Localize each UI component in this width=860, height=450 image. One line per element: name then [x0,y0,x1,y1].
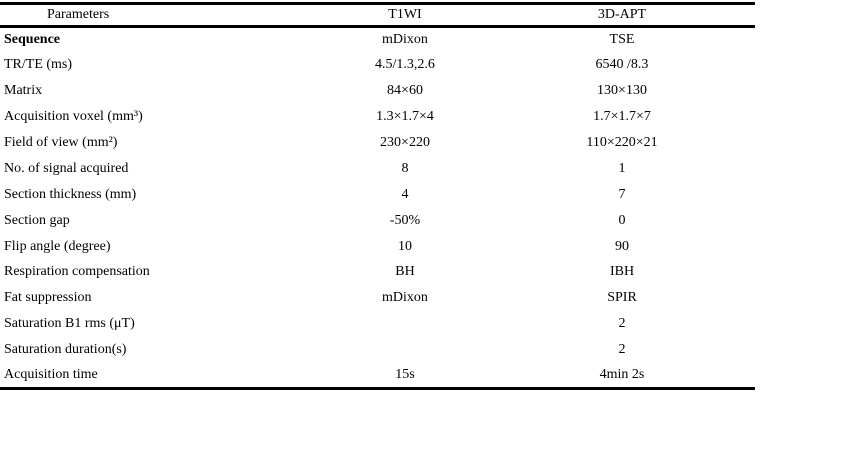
table-row: Acquisition voxel (mm³) 1.3×1.7×4 1.7×1.… [0,104,755,130]
cell-3d-apt-value: 7 [618,186,626,202]
table-row: Fat suppression mDixon SPIR [0,285,755,311]
column-header-t1wi: T1WI [388,7,422,22]
cell-3d-apt-value: 110×220×21 [586,135,658,150]
cell-t1wi-value: 1.3×1.7×4 [376,109,434,125]
row-parameter-label: Respiration compensation [4,264,150,280]
row-parameter-label: TR/TE (ms) [4,57,73,73]
table-row: No. of signal acquired 8 1 [0,156,755,182]
cell-t1wi-value: BH [395,264,415,280]
table-row: Saturation duration(s) 2 [0,337,755,363]
column-header-parameters: Parameters [47,7,110,22]
cell-3d-apt-value: 6540 /8.3 [595,57,649,73]
table-row: Section thickness (mm) 4 7 [0,182,755,208]
cell-3d-apt-value: 90 [615,238,629,254]
table-row: Flip angle (degree) 10 90 [0,234,755,260]
row-parameter-label: Saturation duration(s) [4,342,127,358]
row-parameter-label: Section gap [4,212,70,228]
row-parameter-label: Fat suppression [4,290,92,306]
table-row: Field of view (mm²) 230×220 110×220×21 [0,130,755,156]
row-parameter-label: Matrix [4,83,43,99]
table-row: Matrix 84×60 130×130 [0,78,755,104]
cell-t1wi-value [299,337,511,363]
cell-t1wi-value: 4.5/1.3,2.6 [375,57,435,73]
row-parameter-label: Flip angle (degree) [4,238,111,254]
header-row: Parameters T1WI 3D-APT [0,4,755,27]
cell-t1wi-value: mDixon [382,32,428,48]
cell-3d-apt-value: 130×130 [597,83,647,99]
cell-t1wi-value: -50% [389,212,421,228]
cell-t1wi-value [299,311,511,337]
cell-t1wi-value: 230×220 [380,135,430,150]
parameters-table: Parameters T1WI 3D-APT Sequence mDixon T… [0,2,755,391]
table-row: Sequence mDixon TSE [0,27,755,53]
row-parameter-label: Saturation B1 rms (μT) [4,316,135,332]
table-row: Acquisition time 15s 4min 2s [0,363,755,389]
cell-t1wi-value: 8 [401,160,409,176]
cell-t1wi-value: 4 [401,186,409,202]
cell-t1wi-value: 84×60 [387,83,423,99]
cell-t1wi-value: 15s [395,367,415,383]
cell-3d-apt-value: 4min 2s [599,367,645,383]
cell-3d-apt-value: 2 [618,342,626,358]
cell-3d-apt-value: SPIR [607,290,637,306]
row-parameter-label: Acquisition voxel (mm³) [4,109,143,125]
row-parameter-label: Acquisition time [4,367,98,383]
cell-3d-apt-value: IBH [609,264,635,280]
table-row: Saturation B1 rms (μT) 2 [0,311,755,337]
table-body: Sequence mDixon TSE TR/TE (ms) 4.5/1.3,2… [0,27,755,389]
row-parameter-label: Sequence [4,32,60,48]
table-head: Parameters T1WI 3D-APT [0,4,755,27]
cell-3d-apt-value: TSE [609,32,635,48]
row-parameter-label: No. of signal acquired [4,160,129,176]
cell-3d-apt-value: 2 [618,316,626,332]
cell-3d-apt-value: 1 [618,160,626,176]
table-row: Section gap -50% 0 [0,208,755,234]
cell-t1wi-value: 10 [398,238,412,254]
column-header-3d-apt: 3D-APT [597,7,647,22]
table-row: TR/TE (ms) 4.5/1.3,2.6 6540 /8.3 [0,52,755,78]
row-parameter-label: Field of view (mm²) [4,135,118,150]
cell-3d-apt-value: 0 [618,212,626,228]
cell-3d-apt-value: 1.7×1.7×7 [593,109,651,125]
cell-t1wi-value: mDixon [382,290,428,306]
table-row: Respiration compensation BH IBH [0,260,755,286]
row-parameter-label: Section thickness (mm) [4,186,137,202]
